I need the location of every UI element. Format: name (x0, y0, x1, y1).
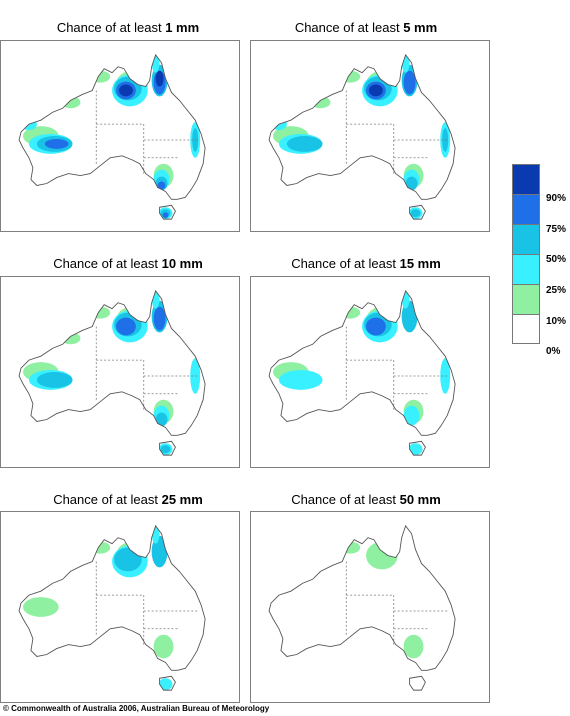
panel-title-prefix: Chance of at least (291, 492, 400, 507)
panel-title: Chance of at least 5 mm (246, 20, 486, 36)
tasmania-coastline (159, 204, 176, 220)
legend-tick-label: 0% (546, 346, 561, 357)
panel-title-amount: 25 mm (161, 492, 203, 507)
probability-area (60, 96, 81, 109)
probability-area (90, 306, 111, 319)
australia-map (268, 53, 456, 220)
panel-title-amount: 50 mm (399, 492, 441, 507)
rainfall-probability-shading (340, 541, 424, 659)
tasmania-coastline (409, 204, 426, 220)
rainfall-probability-shading (271, 54, 451, 220)
rainfall-probability-shading (23, 290, 201, 456)
panel-title-amount: 15 mm (399, 256, 441, 271)
probability-area (408, 443, 423, 456)
legend-swatch (512, 314, 540, 344)
rainfall-map-panel (250, 276, 490, 468)
australia-map (18, 53, 206, 220)
rainfall-map-panel (0, 276, 240, 468)
probability-area (153, 306, 166, 331)
panel-title-amount: 5 mm (403, 20, 438, 35)
panel-title: Chance of at least 10 mm (8, 256, 248, 272)
probability-area (286, 136, 323, 152)
probability-area (405, 176, 418, 191)
australia-coastline (268, 524, 456, 671)
probability-area (403, 405, 420, 426)
panel-title-prefix: Chance of at least (53, 492, 162, 507)
rainfall-map-panel (0, 40, 240, 232)
probability-area (340, 306, 361, 319)
probability-area (162, 212, 169, 219)
tasmania-coastline (159, 675, 176, 691)
legend-swatch (512, 164, 540, 194)
panel-title-amount: 1 mm (165, 20, 200, 35)
probability-area (278, 370, 323, 390)
panel-title: Chance of at least 25 mm (8, 492, 248, 508)
rainfall-map-panel (250, 511, 490, 703)
probability-area (340, 541, 361, 554)
probability-area (340, 70, 361, 83)
probability-area (410, 209, 421, 218)
probability-area (157, 181, 166, 190)
australia-coastline (268, 289, 456, 436)
probability-area (116, 317, 136, 336)
australia-map (268, 524, 456, 691)
legend-swatch (512, 224, 540, 254)
probability-area (310, 96, 331, 109)
rainfall-probability-shading (21, 54, 201, 220)
panel-title-amount: 10 mm (161, 256, 203, 271)
panel-title-prefix: Chance of at least (56, 20, 166, 35)
panel-title: Chance of at least 1 mm (8, 20, 248, 36)
australia-map (18, 524, 206, 691)
probability-area (44, 138, 69, 149)
probability-legend (512, 164, 540, 344)
probability-area (366, 317, 386, 336)
legend-swatch (512, 284, 540, 314)
australia-coastline (268, 53, 456, 200)
probability-area (155, 70, 164, 87)
panel-title-prefix: Chance of at least (294, 20, 404, 35)
legend-tick-label: 50% (546, 254, 567, 265)
probability-area (90, 70, 111, 83)
probability-area (119, 84, 133, 97)
legend-tick-label: 10% (546, 316, 567, 327)
australia-map (268, 289, 456, 456)
panel-title-prefix: Chance of at least (291, 256, 400, 271)
probability-area (151, 535, 168, 568)
tasmania-coastline (409, 440, 426, 456)
australia-coastline (18, 524, 206, 671)
legend-tick-label: 25% (546, 285, 567, 296)
legend-swatch (512, 194, 540, 224)
probability-area (114, 547, 142, 572)
rainfall-probability-shading (273, 290, 451, 456)
rainfall-map-panel (250, 40, 490, 232)
probability-area (158, 678, 173, 691)
probability-area (160, 445, 171, 454)
panel-title: Chance of at least 50 mm (246, 492, 486, 508)
probability-area (60, 332, 81, 345)
australia-coastline (18, 53, 206, 200)
panel-title-prefix: Chance of at least (53, 256, 162, 271)
legend-swatch (512, 254, 540, 284)
probability-area (90, 541, 111, 554)
legend-tick-label: 75% (546, 224, 567, 235)
probability-area (366, 541, 398, 570)
probability-area (23, 597, 59, 617)
legend-tick-label: 90% (546, 193, 567, 204)
probability-area (403, 634, 424, 659)
rainfall-map-panel (0, 511, 240, 703)
panel-title: Chance of at least 15 mm (246, 256, 486, 272)
probability-area (369, 84, 383, 97)
tasmania-coastline (409, 675, 426, 691)
probability-area (153, 634, 174, 659)
australia-coastline (18, 289, 206, 436)
copyright-notice: © Commonwealth of Australia 2006, Austra… (3, 704, 270, 713)
australia-map (18, 289, 206, 456)
rainfall-probability-shading (23, 525, 174, 691)
probability-area (155, 412, 168, 427)
tasmania-coastline (159, 440, 176, 456)
probability-area (36, 372, 73, 388)
probability-area (442, 128, 449, 152)
probability-area (403, 70, 416, 95)
